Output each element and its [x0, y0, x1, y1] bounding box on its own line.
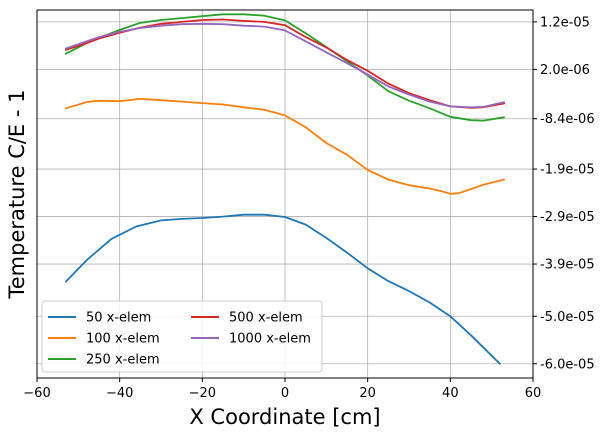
series-layer [65, 13, 506, 365]
x-tick-label: −40 [106, 386, 133, 401]
x-tick-label: 0 [281, 386, 289, 401]
y-tick-label: -5.0e-05 [540, 310, 595, 325]
series-line-1000-x-elem [65, 22, 506, 109]
y-tick-label: -2.9e-05 [540, 210, 595, 225]
y-tick-label: -8.4e-06 [540, 112, 595, 127]
x-tick-label: 60 [525, 386, 542, 401]
x-tick-label: 20 [359, 386, 376, 401]
x-axis-label: X Coordinate [cm] [189, 405, 380, 429]
legend-label: 1000 x-elem [229, 332, 311, 347]
tick-layer: −60 −40 −20 0 20 40 60 1.2e-05 2.0e-06 -8.4e-06 -1… [23, 15, 594, 401]
y-tick-label: -3.9e-05 [540, 258, 595, 273]
x-tick-label: −60 [23, 386, 50, 401]
legend-label: 250 x-elem [86, 353, 160, 368]
legend-label: 100 x-elem [86, 332, 160, 347]
legend: 50 x-elem 100 x-elem 250 x-elem 500 x-elem 1… [41, 300, 323, 373]
legend-label: 50 x-elem [86, 311, 151, 326]
series-line-250-x-elem [65, 13, 506, 122]
x-tick-label: −20 [189, 386, 216, 401]
y-tick-label: 2.0e-06 [540, 63, 590, 78]
legend-label: 500 x-elem [229, 311, 303, 326]
legend-box [41, 300, 323, 373]
y-tick-label: -6.0e-05 [540, 357, 595, 372]
x-tick-label: 40 [442, 386, 459, 401]
series-line-50-x-elem [65, 213, 501, 365]
series-line-100-x-elem [65, 97, 506, 195]
y-tick-label: 1.2e-05 [540, 15, 590, 30]
y-axis-label: Temperature C/E - 1 [5, 90, 29, 300]
y-tick-label: -1.9e-05 [540, 163, 595, 178]
